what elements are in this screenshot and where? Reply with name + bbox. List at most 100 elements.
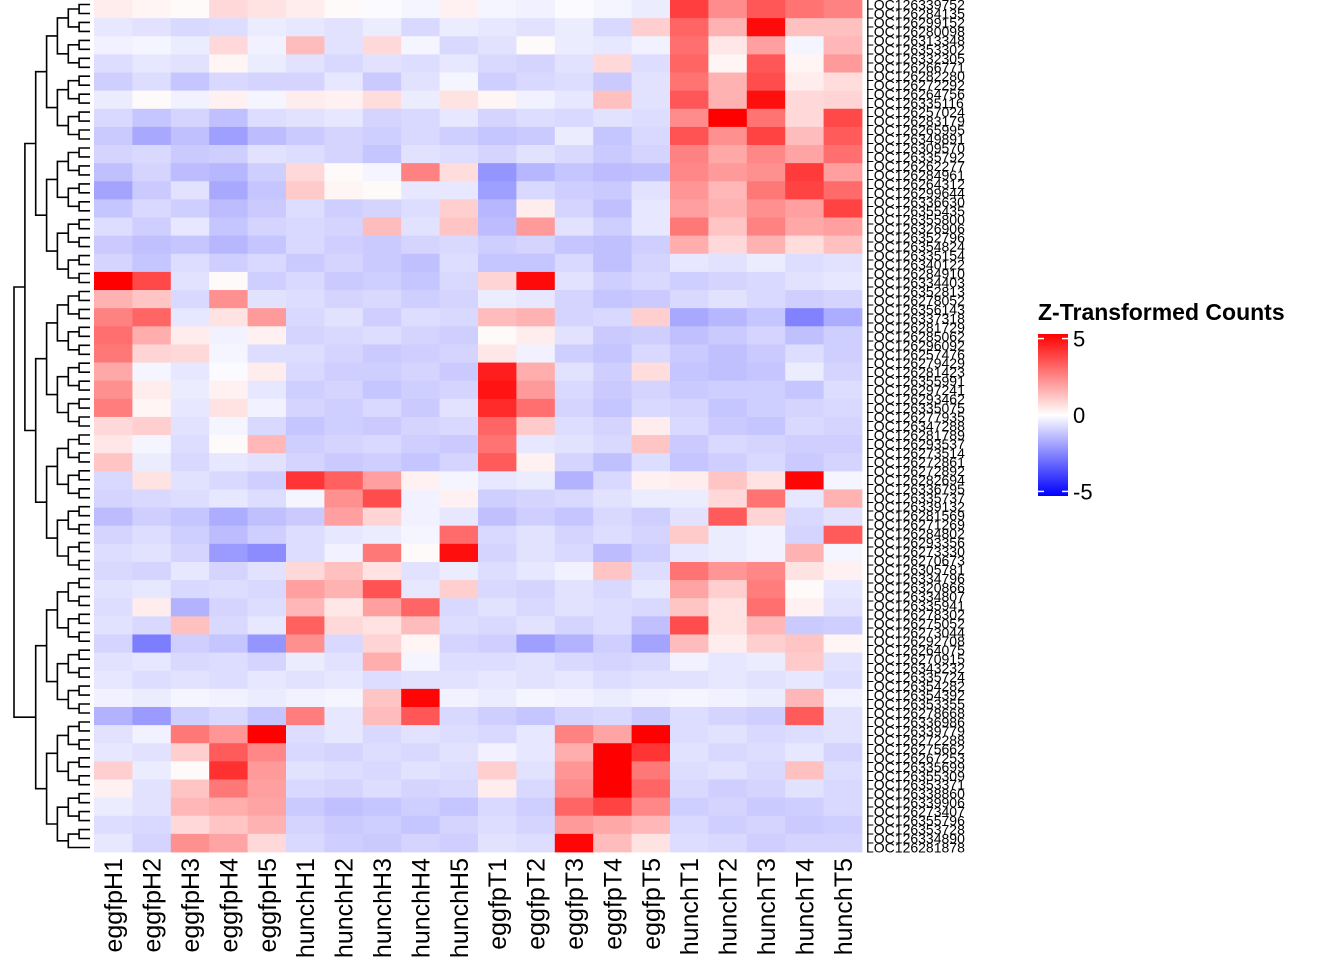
row-label: LOC126299152: [866, 14, 965, 30]
heatmap-cell: [670, 36, 709, 55]
heatmap-cell: [132, 18, 172, 37]
heatmap-cell: [670, 416, 709, 436]
heatmap-cell: [247, 471, 287, 490]
heatmap-cell: [209, 453, 248, 472]
heatmap-cell: [708, 688, 748, 708]
heatmap-cell: [401, 507, 440, 527]
heatmap-cell: [401, 181, 440, 200]
dendrogram-branch: [78, 308, 90, 320]
heatmap-cell: [209, 290, 248, 309]
heatmap-cell: [823, 543, 863, 563]
dendrogram-branch: [67, 689, 80, 710]
heatmap-cell: [170, 290, 210, 309]
heatmap-cell: [170, 797, 210, 817]
row-label: LOC126264756: [866, 86, 965, 102]
heatmap-cell: [324, 634, 364, 653]
heatmap-cell: [516, 308, 556, 327]
heatmap-cell: [94, 416, 133, 436]
heatmap-cell: [324, 561, 364, 581]
heatmap-cell: [670, 344, 709, 363]
dendrogram-branch: [56, 591, 69, 629]
heatmap-cell: [401, 561, 440, 581]
heatmap-cell: [708, 108, 748, 128]
row-label: LOC126309570: [866, 140, 965, 156]
row-label: LOC126264312: [866, 176, 965, 192]
row-label: LOC126270915: [866, 651, 965, 667]
heatmap-cell: [94, 616, 133, 635]
heatmap-cell: [170, 670, 210, 690]
heatmap-cell: [362, 308, 402, 327]
heatmap-cell: [554, 743, 594, 762]
heatmap-cell: [785, 380, 824, 400]
dendrogram-branch: [78, 57, 90, 69]
heatmap-cell: [209, 616, 248, 635]
heatmap-cell: [132, 253, 172, 273]
heatmap-cell: [94, 797, 133, 817]
heatmap-cell: [670, 326, 709, 345]
heatmap-cell: [247, 797, 287, 817]
dendrogram-branch: [67, 331, 80, 351]
row-label: LOC126284910: [866, 266, 965, 282]
dendrogram-branch: [67, 151, 80, 172]
heatmap-cell: [170, 725, 210, 744]
heatmap-cell: [324, 72, 364, 92]
heatmap-cell: [516, 833, 556, 853]
dendrogram-branch: [45, 609, 58, 683]
heatmap-cell: [516, 598, 556, 617]
heatmap-cell: [286, 815, 325, 835]
heatmap-cell: [785, 271, 824, 291]
heatmap-cell: [478, 543, 517, 563]
heatmap-cell: [516, 634, 556, 653]
heatmap-cell: [132, 561, 172, 581]
heatmap-cell: [170, 326, 210, 345]
heatmap-cell: [478, 815, 517, 835]
row-label: LOC126293356: [866, 535, 965, 551]
dendrogram-branch: [67, 474, 80, 495]
heatmap-cell: [478, 380, 517, 400]
heatmap-cell: [324, 54, 364, 73]
heatmap-cell: [670, 290, 709, 309]
heatmap-cell: [554, 344, 594, 363]
heatmap-cell: [286, 36, 325, 55]
heatmap-cell: [324, 163, 364, 182]
heatmap-cell: [401, 362, 440, 382]
heatmap-cell: [247, 271, 287, 291]
heatmap-cell: [708, 145, 748, 164]
heatmap-cell: [516, 181, 556, 200]
heatmap-cell: [209, 833, 248, 853]
heatmap-cell: [670, 362, 709, 382]
heatmap-cell: [247, 652, 287, 672]
heatmap-cell: [362, 181, 402, 200]
heatmap-cell: [439, 380, 479, 400]
heatmap-cell: [516, 163, 556, 182]
row-label: LOC126292708: [866, 633, 965, 649]
heatmap-cell: [823, 36, 863, 55]
heatmap-cell: [670, 743, 709, 762]
heatmap-cell: [286, 561, 325, 581]
heatmap-cell: [132, 688, 172, 708]
heatmap-cell: [247, 688, 287, 708]
dendrogram-branch: [78, 685, 90, 696]
heatmap-cell: [478, 290, 517, 309]
dendrogram-branch: [78, 111, 90, 122]
heatmap-cell: [362, 145, 402, 164]
heatmap-cell: [209, 163, 248, 182]
heatmap-cell: [823, 416, 863, 436]
heatmap-cell: [439, 453, 479, 472]
dendrogram-branch: [78, 362, 90, 373]
heatmap-cell: [670, 163, 709, 182]
heatmap-cell: [439, 580, 479, 599]
heatmap-cell: [631, 561, 671, 581]
dendrogram-branch: [78, 631, 90, 642]
heatmap-cell: [823, 435, 863, 454]
heatmap-cell: [401, 598, 440, 617]
heatmap-cell: [631, 453, 671, 472]
heatmap-cell: [170, 453, 210, 472]
row-label: LOC126355435: [866, 203, 965, 219]
heatmap-cell: [746, 507, 786, 527]
heatmap-cell: [439, 235, 479, 255]
column-label: hunchT1: [676, 858, 704, 955]
row-label: LOC126352796: [866, 230, 965, 246]
heatmap-cell: [170, 706, 210, 726]
heatmap-cell: [247, 72, 287, 92]
